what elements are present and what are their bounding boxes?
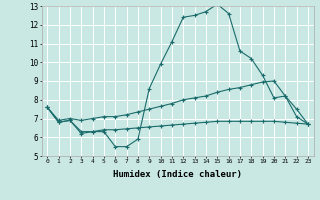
- X-axis label: Humidex (Indice chaleur): Humidex (Indice chaleur): [113, 170, 242, 179]
